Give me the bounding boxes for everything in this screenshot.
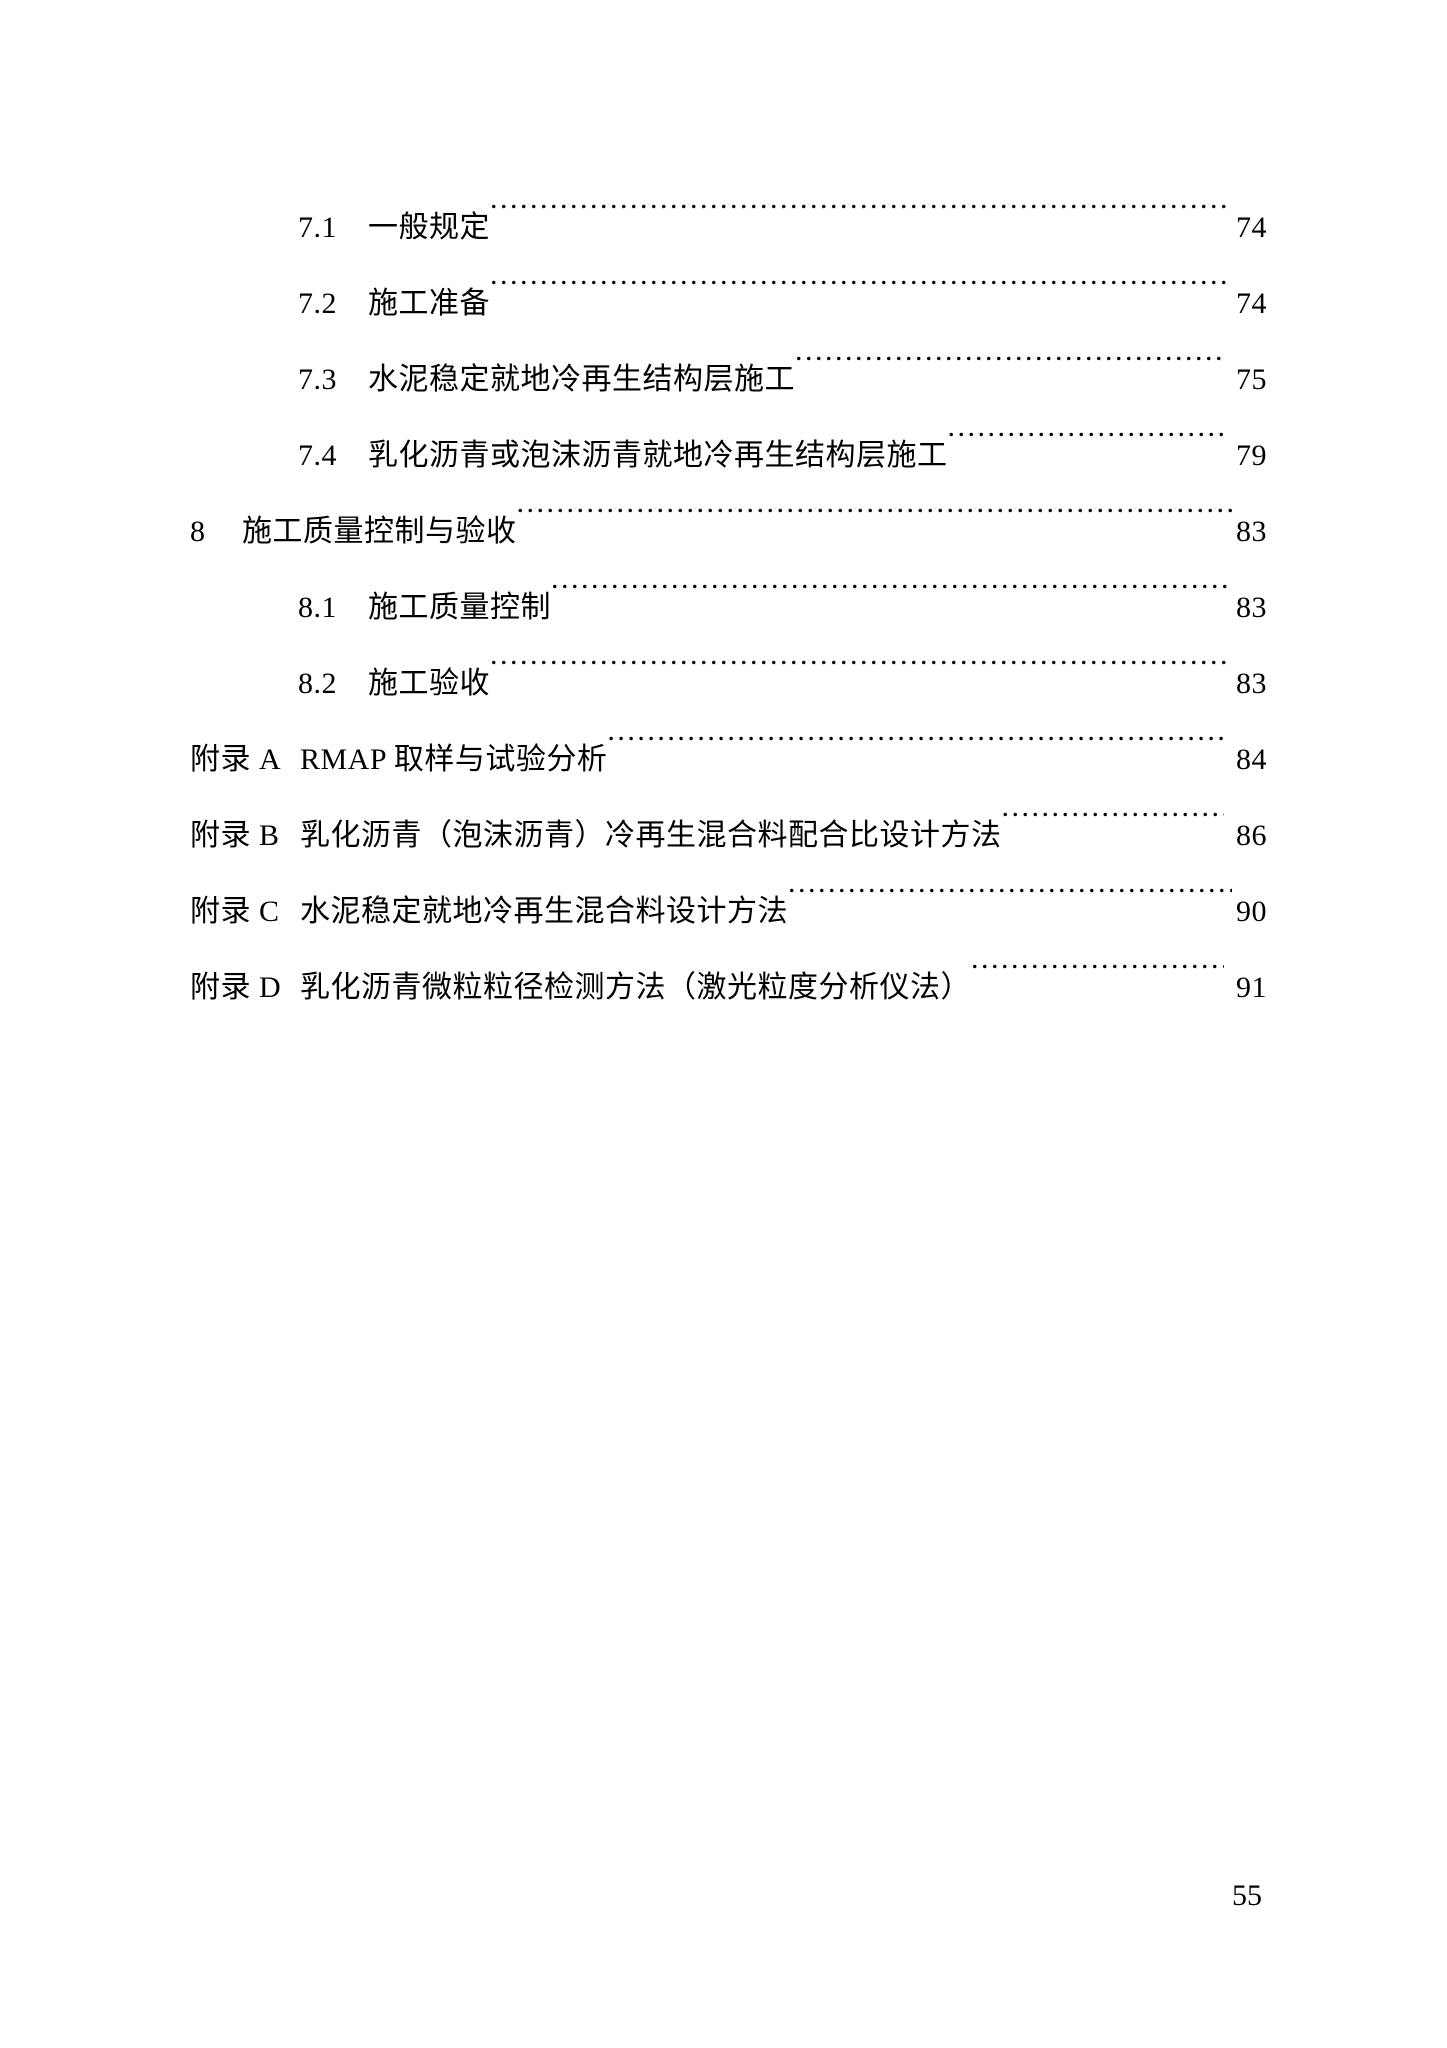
toc-appendix-letter: A [259, 743, 281, 776]
toc-appendix-letter: D [259, 971, 281, 1004]
toc-page-number: 79 [1232, 427, 1267, 484]
toc-title: 水泥稳定就地冷再生混合料设计方法 [300, 883, 788, 940]
toc-number: 7.1 [298, 199, 368, 256]
toc-leader [1002, 788, 1225, 845]
document-page: 7.1 一般规定 74 7.2 施工准备 74 7.3 水泥稳定就地冷再生结构层… [0, 0, 1447, 2048]
toc-spacer [1224, 731, 1232, 788]
toc-entry: 7.2 施工准备 74 [190, 256, 1267, 332]
toc-entry: 7.4 乳化沥青或泡沫沥青就地冷再生结构层施工 79 [190, 408, 1267, 484]
toc-page-number: 84 [1232, 731, 1267, 788]
toc-entry: 附录 D 乳化沥青微粒粒径检测方法（激光粒度分析仪法） 91 [190, 940, 1267, 1016]
toc-entry: 7.1 一般规定 74 [190, 180, 1267, 256]
toc-entry: 附录 B 乳化沥青（泡沫沥青）冷再生混合料配合比设计方法 86 [190, 788, 1267, 864]
toc-page-number: 86 [1232, 807, 1267, 864]
toc-leader [490, 256, 1232, 313]
toc-number: 7.3 [298, 351, 368, 408]
toc-number: 8 [190, 503, 242, 560]
toc-leader [517, 484, 1233, 541]
toc-number: 附录 A [190, 731, 300, 788]
toc-page-number: 74 [1232, 275, 1267, 332]
toc-number: 7.4 [298, 427, 368, 484]
toc-title: RMAP 取样与试验分析 [300, 731, 607, 788]
toc-title-rest: 取样与试验分析 [394, 743, 608, 776]
toc-leader [490, 180, 1232, 237]
toc-page-number: 83 [1232, 503, 1267, 560]
toc-number: 附录 B [190, 807, 300, 864]
toc-page-number: 74 [1232, 199, 1267, 256]
toc-title: 施工验收 [368, 655, 490, 712]
toc-entry: 7.3 水泥稳定就地冷再生结构层施工 75 [190, 332, 1267, 408]
toc-entry: 附录 C 水泥稳定就地冷再生混合料设计方法 90 [190, 864, 1267, 940]
toc-spacer [1224, 427, 1232, 484]
toc-title: 乳化沥青（泡沫沥青）冷再生混合料配合比设计方法 [300, 807, 1002, 864]
toc-entry: 8.2 施工验收 83 [190, 636, 1267, 712]
toc-appendix-letter: C [259, 895, 280, 928]
toc-page-number: 83 [1232, 579, 1267, 636]
toc-page-number: 90 [1232, 883, 1267, 940]
toc-leader [551, 560, 1232, 617]
toc-title: 施工质量控制 [368, 579, 551, 636]
toc-number: 8.1 [298, 579, 368, 636]
toc-title: 一般规定 [368, 199, 490, 256]
toc-title: 水泥稳定就地冷再生结构层施工 [368, 351, 795, 408]
page-number: 55 [1232, 1879, 1262, 1913]
toc-leader [490, 636, 1232, 693]
toc-leader [948, 408, 1225, 465]
toc-number: 8.2 [298, 655, 368, 712]
toc-title: 乳化沥青微粒粒径检测方法（激光粒度分析仪法） [300, 959, 971, 1016]
toc-number: 附录 C [190, 883, 300, 940]
toc-page-number: 91 [1232, 959, 1267, 1016]
toc-spacer [1224, 807, 1232, 864]
toc-leader [971, 940, 1224, 997]
toc-leader [607, 712, 1224, 769]
toc-spacer [1224, 959, 1232, 1016]
toc-appendix-letter: B [259, 819, 280, 852]
toc-title: 乳化沥青或泡沫沥青就地冷再生结构层施工 [368, 427, 948, 484]
toc-leader [795, 332, 1224, 389]
toc-page-number: 75 [1232, 351, 1267, 408]
toc-entry: 附录 A RMAP 取样与试验分析 84 [190, 712, 1267, 788]
toc-number: 附录 D [190, 959, 300, 1016]
toc-leader [788, 864, 1232, 921]
toc-title-latin: RMAP [300, 743, 394, 776]
toc-page-number: 83 [1232, 655, 1267, 712]
toc-entry: 8 施工质量控制与验收 83 [190, 484, 1267, 560]
toc-entry: 8.1 施工质量控制 83 [190, 560, 1267, 636]
toc-number: 7.2 [298, 275, 368, 332]
toc-spacer [1224, 351, 1232, 408]
toc-title: 施工质量控制与验收 [242, 503, 517, 560]
toc-title: 施工准备 [368, 275, 490, 332]
